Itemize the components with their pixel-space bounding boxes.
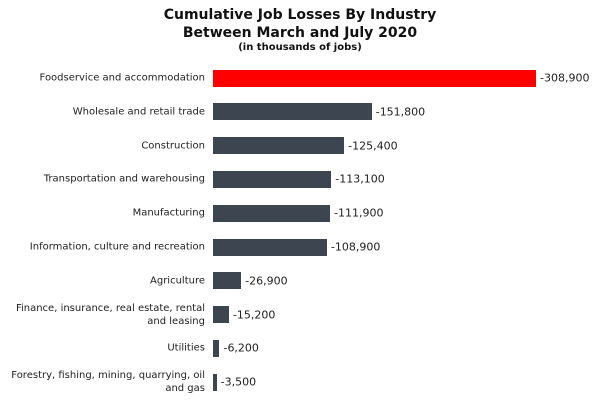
value-label: -3,500 [220,375,257,389]
category-label: Manufacturing [132,207,205,219]
value-label: -6,200 [223,341,259,355]
category-label: Utilities [167,342,205,354]
bar [213,272,242,290]
value-label: -125,400 [348,139,398,153]
value-label: -111,900 [334,206,384,220]
bar [213,204,330,222]
bar [213,69,536,87]
category-label: Finance, insurance, real estate, rental … [15,302,205,327]
bar [213,238,327,256]
category-label: Construction [141,140,205,152]
category-label: Transportation and warehousing [43,173,205,185]
value-label: -308,900 [540,71,590,85]
bar [213,103,372,121]
value-label: -15,200 [232,308,276,322]
chart-subtitle: (in thousands of jobs) [238,42,362,53]
chart-title: Cumulative Job Losses By Industry Betwee… [163,7,437,41]
category-label: Wholesale and retail trade [72,106,205,118]
category-label: Foodservice and accommodation [39,72,205,84]
value-label: -26,900 [245,274,288,288]
bar [213,339,220,357]
category-label: Forestry, fishing, mining, quarrying, oi… [11,370,205,395]
value-label: -113,100 [335,172,385,186]
category-label: Information, culture and recreation [29,241,205,253]
value-label: -108,900 [330,240,381,254]
bar [213,170,332,188]
bar [213,373,217,391]
value-label: -151,800 [375,105,426,119]
category-label: Agriculture [150,275,205,287]
bar [213,137,345,155]
bar [213,306,229,324]
